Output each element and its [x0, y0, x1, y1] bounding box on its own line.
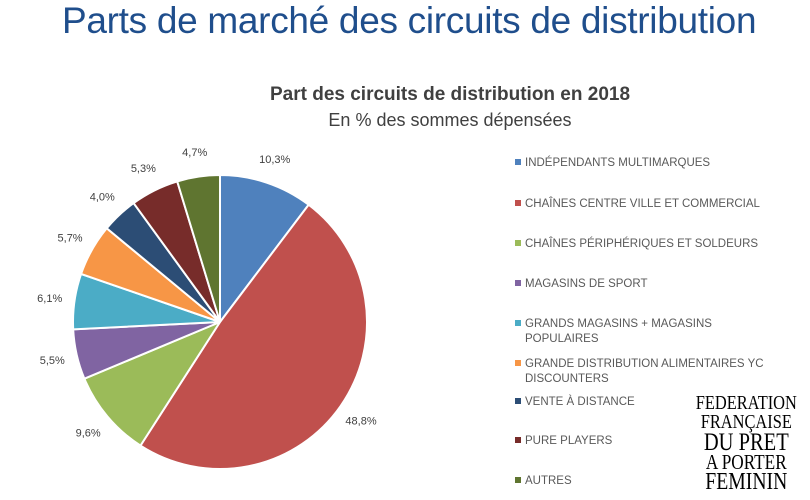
legend-label: GRANDE DISTRIBUTION ALIMENTAIRES YC DISC… — [525, 358, 764, 385]
logo-line: FEMININ — [705, 469, 788, 495]
legend-item: MAGASINS DE SPORT — [515, 277, 800, 292]
legend-item: GRANDE DISTRIBUTION ALIMENTAIRES YC DISC… — [515, 357, 800, 387]
pie-slice — [219, 173, 311, 325]
legend-label: INDÉPENDANTS MULTIMARQUES — [525, 157, 711, 169]
pie-chart: 10,3% 48,8% 9,6% 5,5% 6,1% 5,7% 4,0% 5,3% 4,7% — [37, 147, 377, 470]
data-label: 5,7% — [58, 233, 83, 245]
data-label: 4,0% — [90, 192, 115, 204]
legend-item: CHAÎNES CENTRE VILLE ET COMMERCIAL — [515, 197, 800, 212]
ffpapf-logo: FEDERATION FRANÇAISE DU PRET A PORTER FE… — [693, 392, 800, 495]
legend-swatch — [515, 320, 521, 326]
legend-swatch — [515, 437, 521, 443]
legend-item: GRANDS MAGASINS + MAGASINS POPULAIRES — [515, 317, 800, 347]
logo-line: A PORTER — [705, 450, 787, 474]
data-label: 9,6% — [76, 427, 101, 439]
legend-item: PURE PLAYERS — [515, 434, 800, 449]
chart-subtitle: En % des sommes dépensées — [328, 110, 572, 130]
data-label: 6,1% — [37, 293, 62, 305]
logo-line: DU PRET — [703, 429, 789, 456]
legend-label: PURE PLAYERS — [525, 435, 613, 447]
legend-swatch — [515, 477, 521, 483]
legend-swatch — [515, 398, 521, 404]
page-title: Parts de marché des circuits de distribu… — [62, 0, 757, 41]
pie-slice — [139, 203, 368, 470]
legend-swatch — [515, 360, 521, 366]
legend-swatch — [515, 240, 521, 246]
legend-swatch — [515, 200, 521, 206]
legend-item: INDÉPENDANTS MULTIMARQUES — [515, 156, 800, 171]
legend-item: AUTRES — [515, 474, 800, 489]
legend-label: AUTRES — [525, 475, 572, 487]
data-label: 48,8% — [345, 415, 376, 427]
data-label: 10,3% — [259, 154, 290, 166]
pie-slice — [175, 173, 221, 323]
data-label: 5,5% — [40, 355, 65, 367]
legend-item: CHAÎNES PÉRIPHÉRIQUES ET SOLDEURS — [515, 237, 800, 252]
legend-swatch — [515, 159, 521, 165]
legend-label: MAGASINS DE SPORT — [525, 278, 648, 290]
data-label: 4,7% — [182, 147, 207, 159]
legend-label: GRANDS MAGASINS + MAGASINS POPULAIRES — [525, 318, 712, 345]
legend-item: VENTE À DISTANCE — [515, 395, 800, 410]
pie-slice — [83, 319, 223, 448]
chart-title: Part des circuits de distribution en 201… — [269, 84, 631, 105]
legend-label: VENTE À DISTANCE — [525, 396, 635, 408]
data-label: 5,3% — [131, 163, 156, 175]
logo-line: FEDERATION — [695, 392, 797, 414]
legend-label: CHAÎNES PÉRIPHÉRIQUES ET SOLDEURS — [525, 238, 759, 250]
legend-swatch — [515, 280, 521, 286]
legend-label: CHAÎNES CENTRE VILLE ET COMMERCIAL — [525, 198, 760, 210]
logo-line: FRANÇAISE — [700, 411, 792, 433]
